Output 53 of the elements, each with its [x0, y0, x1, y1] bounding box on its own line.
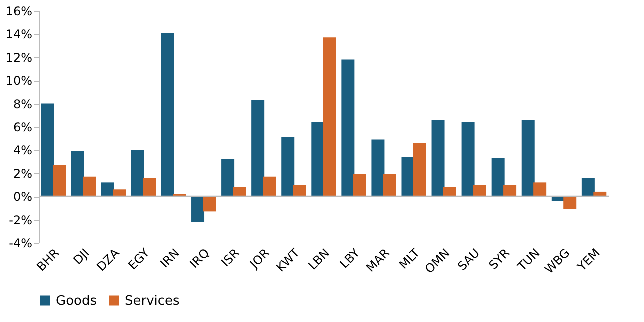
bar	[101, 182, 114, 197]
bar	[282, 137, 295, 197]
y-tick-label: -2%	[9, 213, 32, 228]
bar	[353, 174, 366, 197]
bar	[462, 122, 475, 197]
y-tick-label: 14%	[6, 28, 32, 42]
bar	[342, 60, 355, 197]
y-tick-label: 2%	[13, 166, 32, 181]
x-tick-label: DJI	[70, 246, 92, 268]
bar	[161, 33, 174, 197]
bar	[203, 196, 216, 212]
y-tick-label: 12%	[6, 50, 32, 65]
bar	[222, 159, 235, 197]
bar	[71, 151, 84, 197]
bar	[83, 176, 96, 197]
bar	[564, 196, 577, 210]
bar	[131, 150, 144, 197]
y-tick-label: 10%	[6, 74, 32, 88]
bar	[113, 190, 126, 197]
y-tick-label: 6%	[13, 120, 32, 134]
x-tick-label: IRQ	[187, 246, 212, 272]
x-tick-label: SYR	[486, 246, 513, 272]
bar	[582, 178, 595, 197]
x-tick-label: IRN	[158, 246, 182, 271]
bar	[192, 196, 205, 222]
bar	[41, 104, 54, 197]
bar	[312, 122, 325, 197]
bar	[504, 185, 517, 197]
bar	[323, 38, 336, 197]
bar	[263, 176, 276, 197]
bar	[383, 174, 396, 197]
bar	[372, 140, 385, 197]
y-tick-label: 16%	[6, 4, 32, 18]
y-tick-label: 0%	[13, 190, 32, 204]
bar	[233, 187, 246, 197]
bar	[432, 120, 445, 197]
legend-label: Services	[125, 294, 180, 309]
bar	[53, 165, 66, 197]
bar	[143, 178, 156, 197]
bar	[443, 187, 456, 197]
bar	[413, 143, 426, 197]
y-tick-label: 8%	[13, 97, 32, 112]
y-tick-label: -4%	[9, 236, 32, 250]
bar	[534, 182, 547, 197]
legend-label: Goods	[56, 294, 98, 309]
bar	[474, 185, 487, 197]
bar	[293, 185, 306, 197]
bar	[402, 157, 415, 197]
bar	[522, 120, 535, 197]
x-tick-label: ISR	[218, 246, 242, 270]
y-tick-label: 4%	[13, 144, 32, 158]
bar	[252, 100, 265, 197]
bar	[492, 158, 505, 197]
